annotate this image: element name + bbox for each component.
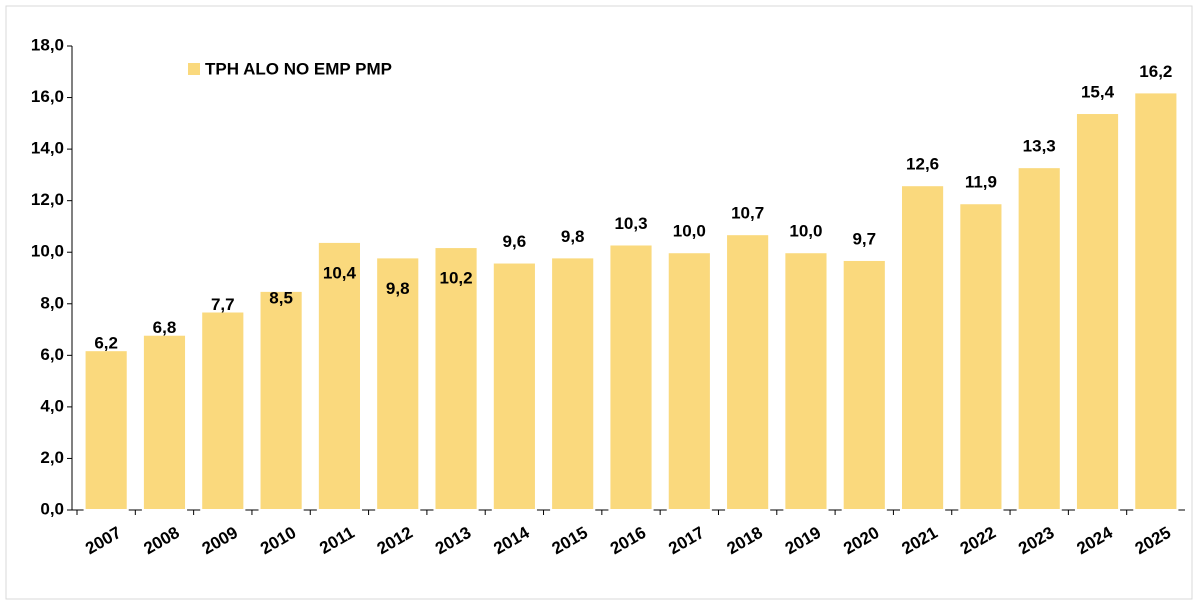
data-label: 10,2 [440,269,473,288]
y-tick-label: 12,0 [31,190,64,209]
bar [491,261,537,511]
data-label: 10,0 [673,222,706,241]
bar [258,289,304,511]
y-tick-label: 10,0 [31,242,64,261]
bar [141,333,188,512]
legend-label: TPH ALO NO EMP PMP [205,59,392,78]
data-label: 7,7 [211,295,235,314]
bar [725,233,771,512]
bar [608,243,654,511]
y-tick-label: 18,0 [31,35,64,54]
bar [783,251,829,511]
y-tick-label: 2,0 [40,448,64,467]
data-label: 11,9 [965,173,997,192]
data-label: 9,8 [386,279,410,298]
data-label: 6,2 [94,334,118,353]
bar [1074,112,1121,512]
y-tick-label: 0,0 [40,499,64,518]
legend-swatch [188,63,200,75]
bar [841,258,887,512]
data-label: 6,8 [153,318,177,337]
bar [1016,166,1062,511]
data-label: 12,6 [906,155,939,174]
data-label: 10,3 [614,214,647,233]
bar [958,202,1004,511]
bar [666,251,712,511]
bar [1133,91,1179,512]
data-label: 8,5 [269,288,293,307]
data-label: 9,7 [852,229,876,248]
bar [433,246,479,511]
data-label: 9,6 [503,232,527,251]
data-label: 9,8 [561,227,585,246]
data-label: 10,4 [323,263,357,282]
data-label: 15,4 [1081,83,1115,102]
data-label: 16,2 [1139,62,1172,81]
y-tick-label: 16,0 [31,87,64,106]
bar [900,184,946,511]
bar [550,256,596,511]
bar [316,240,362,512]
y-tick-label: 4,0 [40,396,64,415]
data-label: 13,3 [1023,137,1056,156]
bar [375,256,421,511]
data-label: 10,7 [731,204,764,223]
y-tick-label: 8,0 [40,293,64,312]
data-label: 10,0 [789,222,822,241]
bar [200,310,246,511]
y-tick-label: 6,0 [40,345,64,364]
y-tick-label: 14,0 [31,139,64,158]
bar [83,349,129,511]
